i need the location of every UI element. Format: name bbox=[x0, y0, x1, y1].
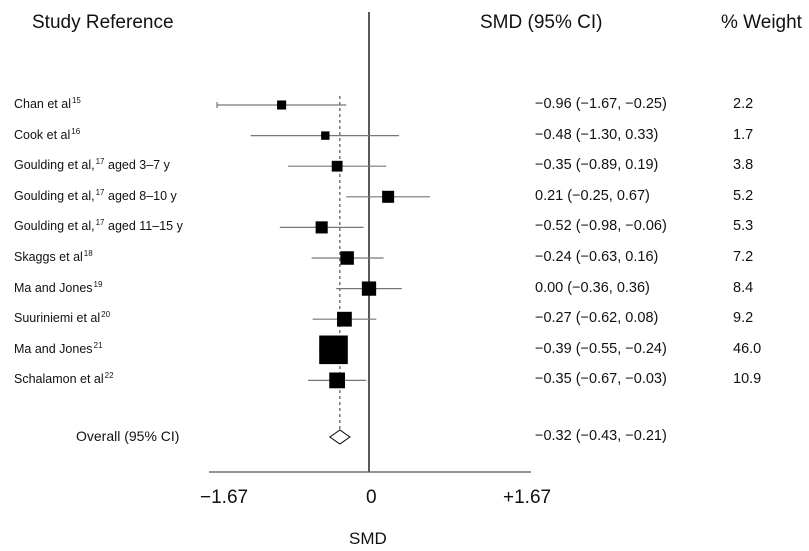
study-name: Goulding et al, bbox=[14, 158, 95, 173]
study-ci-text: −0.24 (−0.63, 0.16) bbox=[535, 249, 659, 265]
study-name: Ma and Jones bbox=[14, 341, 93, 356]
smd-ci-header: SMD (95% CI) bbox=[480, 12, 603, 33]
study-label: Chan et al15 bbox=[14, 96, 81, 111]
study-reference-number: 21 bbox=[93, 340, 103, 350]
study-label: Ma and Jones19 bbox=[14, 280, 102, 295]
study-name: Suuriniemi et al bbox=[14, 311, 101, 326]
study-name: Skaggs et al bbox=[14, 250, 83, 264]
tick-label-min: −1.67 bbox=[200, 487, 249, 508]
study-subgroup: aged 8–10 y bbox=[104, 188, 177, 203]
study-ci-text: 0.21 (−0.25, 0.67) bbox=[535, 187, 650, 204]
study-weight-text: 46.0 bbox=[733, 340, 762, 357]
study-subgroup: aged 3–7 y bbox=[104, 158, 170, 173]
study-weight-text: 9.2 bbox=[733, 310, 754, 327]
study-ci-text: −0.35 (−0.67, −0.03) bbox=[535, 371, 667, 388]
x-axis-label: SMD bbox=[349, 529, 387, 548]
study-ci-text: −0.39 (−0.55, −0.24) bbox=[535, 340, 667, 357]
study-weight-text: 8.4 bbox=[733, 279, 754, 296]
study-marker bbox=[315, 221, 328, 234]
study-label: Skaggs et al18 bbox=[14, 249, 93, 264]
study-marker bbox=[321, 131, 330, 140]
study-label: Cook et al16 bbox=[14, 127, 80, 142]
study-name: Schalamon et al bbox=[14, 372, 104, 387]
study-reference-number: 15 bbox=[71, 96, 81, 105]
study-subgroup: aged 11–15 y bbox=[104, 219, 183, 234]
study-ci-text: −0.48 (−1.30, 0.33) bbox=[535, 126, 659, 143]
study-weight-text: 5.3 bbox=[733, 218, 754, 235]
study-reference-number: 18 bbox=[83, 249, 93, 258]
study-weight-text: 3.8 bbox=[733, 157, 754, 174]
study-label: Goulding et al,17 aged 11–15 y bbox=[14, 218, 183, 233]
overall-label: Overall (95% CI) bbox=[76, 428, 180, 444]
study-label: Schalamon et al22 bbox=[14, 371, 114, 386]
study-weight-text: 2.2 bbox=[733, 96, 754, 112]
tick-label-max: +1.67 bbox=[503, 487, 552, 508]
study-marker bbox=[337, 311, 352, 327]
study-label: Suuriniemi et al20 bbox=[14, 310, 110, 325]
study-name: Cook et al bbox=[14, 127, 71, 142]
study-weight-text: 7.2 bbox=[733, 249, 754, 265]
study-reference-number: 17 bbox=[95, 218, 105, 228]
study-weight-text: 1.7 bbox=[733, 126, 754, 143]
study-weight-text: 5.2 bbox=[733, 187, 754, 204]
study-name: Goulding et al, bbox=[14, 219, 95, 234]
study-weight-text: 10.9 bbox=[733, 371, 762, 388]
study-marker bbox=[331, 160, 343, 172]
overall-ci-text: −0.32 (−0.43, −0.21) bbox=[535, 428, 667, 444]
study-marker bbox=[329, 372, 346, 389]
tick-label-zero: 0 bbox=[366, 487, 377, 508]
study-reference-number: 17 bbox=[95, 187, 105, 197]
weight-header: % Weight bbox=[721, 12, 802, 33]
study-marker bbox=[319, 335, 348, 365]
study-ci-text: −0.27 (−0.62, 0.08) bbox=[535, 310, 659, 327]
study-name: Ma and Jones bbox=[14, 280, 93, 295]
study-marker bbox=[340, 251, 354, 265]
study-reference-number: 17 bbox=[95, 157, 105, 167]
study-marker bbox=[382, 190, 395, 203]
study-label: Goulding et al,17 aged 3–7 y bbox=[14, 157, 170, 172]
overall-diamond bbox=[328, 429, 351, 445]
study-ci-text: 0.00 (−0.36, 0.36) bbox=[535, 279, 650, 296]
study-marker bbox=[361, 281, 377, 296]
study-name: Goulding et al, bbox=[14, 188, 95, 203]
study-reference-number: 20 bbox=[101, 310, 111, 320]
study-name: Chan et al bbox=[14, 97, 71, 111]
study-label: Ma and Jones21 bbox=[14, 341, 102, 356]
study-marker bbox=[277, 100, 287, 110]
study-reference-number: 16 bbox=[71, 126, 81, 136]
study-label: Goulding et al,17 aged 8–10 y bbox=[14, 188, 177, 203]
study-ci-text: −0.52 (−0.98, −0.06) bbox=[535, 218, 667, 235]
study-ci-text: −0.35 (−0.89, 0.19) bbox=[535, 157, 659, 174]
study-reference-header: Study Reference bbox=[32, 12, 174, 33]
study-reference-number: 19 bbox=[93, 279, 103, 289]
study-reference-number: 22 bbox=[104, 371, 114, 381]
study-ci-text: −0.96 (−1.67, −0.25) bbox=[535, 96, 667, 112]
